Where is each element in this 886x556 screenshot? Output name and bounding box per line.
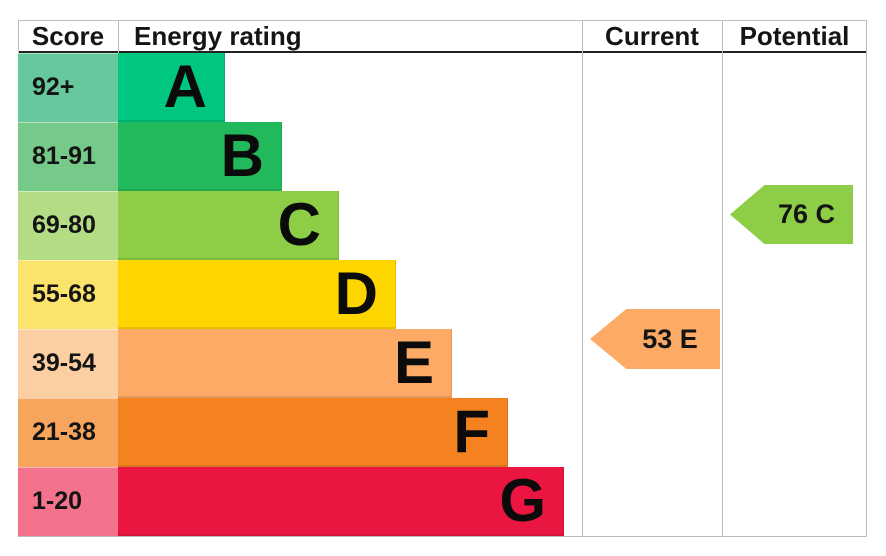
band-grade-label-c: C <box>277 190 321 258</box>
band-grade-label-e: E <box>393 328 434 396</box>
band-row-e: 39-54 E <box>18 329 867 398</box>
band-score-label-d: 55-68 <box>32 280 96 308</box>
band-score-f: 21-38 <box>18 398 118 467</box>
band-score-label-c: 69-80 <box>32 211 96 239</box>
band-score-label-g: 1-20 <box>32 487 83 515</box>
band-row-d: 55-68 D <box>18 260 867 329</box>
band-grade-label-b: B <box>220 121 264 189</box>
band-bar-g: G <box>118 467 564 536</box>
band-rows: 92+ A 81-91 B 69-80 C 55-68 <box>18 53 867 536</box>
band-bar-b: B <box>118 122 282 191</box>
header-current-label: Current <box>605 20 699 51</box>
header-potential-label: Potential <box>739 20 850 51</box>
band-bar-d: D <box>118 260 396 329</box>
band-row-g: 1-20 G <box>18 467 867 536</box>
chart-header: Score Energy rating Current Potential <box>18 21 867 53</box>
epc-rating-chart: Score Energy rating Current Potential 92… <box>18 20 867 537</box>
grid-line-left-header <box>18 21 19 53</box>
band-score-label-b: 81-91 <box>32 142 96 170</box>
band-score-c: 69-80 <box>18 191 118 260</box>
grid-line-current-left <box>582 21 583 536</box>
band-score-label-a: 92+ <box>32 73 75 101</box>
band-bar-a: A <box>118 53 225 122</box>
band-score-d: 55-68 <box>18 260 118 329</box>
band-grade-label-d: D <box>334 259 378 327</box>
band-bar-c: C <box>118 191 339 260</box>
grid-line-right-edge <box>866 21 867 536</box>
band-bar-e: E <box>118 329 452 398</box>
grid-line-score-energy <box>118 21 119 53</box>
band-score-a: 92+ <box>18 53 118 122</box>
band-grade-label-f: F <box>453 397 490 465</box>
band-score-label-f: 21-38 <box>32 418 96 446</box>
band-score-e: 39-54 <box>18 329 118 398</box>
band-score-g: 1-20 <box>18 467 118 536</box>
band-grade-label-g: G <box>499 466 546 534</box>
header-energy-rating-label: Energy rating <box>134 20 302 51</box>
band-bar-f: F <box>118 398 508 467</box>
header-score-label: Score <box>31 20 105 51</box>
band-row-c: 69-80 C <box>18 191 867 260</box>
band-row-b: 81-91 B <box>18 122 867 191</box>
band-row-f: 21-38 F <box>18 398 867 467</box>
band-score-label-e: 39-54 <box>32 349 96 377</box>
current-rating-label: 53 E <box>642 323 698 354</box>
band-grade-label-a: A <box>163 52 207 120</box>
grid-line-potential-left <box>722 21 723 536</box>
band-row-a: 92+ A <box>18 53 867 122</box>
band-score-b: 81-91 <box>18 122 118 191</box>
potential-rating-label: 76 C <box>777 199 836 229</box>
